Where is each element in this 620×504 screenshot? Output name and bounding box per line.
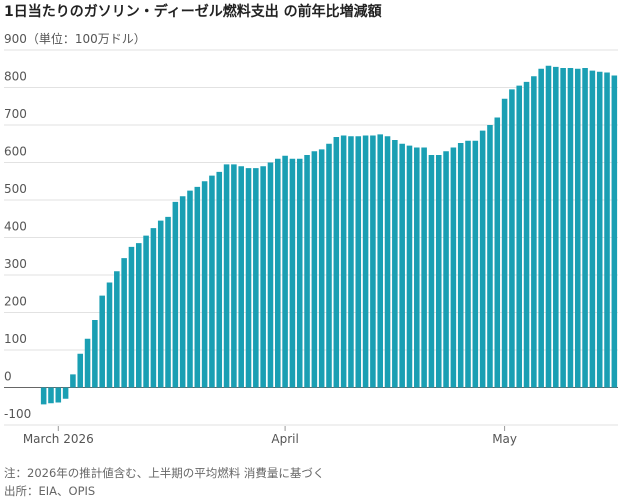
bar (377, 134, 383, 388)
bar (611, 75, 618, 388)
source: 出所：EIA、OPIS (4, 484, 95, 498)
y-tick-label: 200 (4, 295, 27, 309)
bar (355, 136, 362, 388)
bar (421, 147, 427, 388)
bar (304, 155, 310, 388)
bar (362, 135, 369, 388)
bar (165, 216, 171, 388)
y-tick-label: 0 (4, 370, 12, 384)
bar (157, 220, 164, 388)
chart-title: 1日当たりのガソリン・ディーゼル燃料支出 の前年比増減額 (4, 3, 382, 20)
footnote: 注：2026年の推計値含む、上半期の平均燃料 消費量に基づく (4, 466, 324, 480)
bar (457, 143, 464, 388)
bar (596, 71, 603, 388)
bar (318, 149, 325, 388)
bar (99, 295, 105, 388)
bar (494, 117, 501, 388)
bar (589, 70, 596, 388)
bar (340, 135, 347, 388)
bar (501, 98, 508, 388)
bar (538, 68, 544, 388)
bar (260, 166, 266, 388)
bar (84, 338, 91, 388)
bar (150, 228, 157, 388)
bar (414, 147, 420, 388)
bar (231, 164, 237, 388)
y-tick-label: 600 (4, 145, 27, 159)
bar (282, 155, 288, 388)
bar (560, 68, 566, 388)
bar (121, 258, 127, 388)
bar (523, 81, 530, 388)
bar (209, 175, 215, 388)
bar (450, 147, 457, 388)
y-tick-label: 900（単位：100万ドル） (4, 31, 146, 46)
bar (384, 136, 391, 388)
bar (267, 162, 274, 388)
bar (216, 171, 223, 388)
bar (187, 190, 193, 388)
bar (275, 158, 281, 388)
bar (55, 387, 62, 403)
bar (399, 143, 405, 388)
bar (406, 145, 413, 388)
bar (333, 137, 340, 388)
bar (201, 181, 208, 388)
bar (245, 168, 252, 388)
y-tick-label: 100 (4, 332, 27, 346)
bar (289, 158, 296, 388)
y-tick-label: 700 (4, 107, 27, 121)
bar (487, 125, 493, 388)
y-tick-label: 500 (4, 182, 27, 196)
bar (472, 140, 479, 388)
bar (194, 186, 201, 388)
bar (48, 387, 54, 404)
y-tick-label: 300 (4, 257, 27, 271)
bar (509, 89, 515, 388)
bar (326, 143, 332, 388)
bar (574, 68, 581, 388)
x-tick-label: March 2026 (23, 432, 94, 446)
bar (106, 282, 113, 388)
bar (253, 168, 259, 388)
x-tick-label: April (271, 432, 298, 446)
bar (567, 68, 574, 388)
bar (92, 320, 98, 388)
bar (128, 246, 135, 388)
bar (62, 387, 69, 399)
bar (40, 387, 47, 405)
bar (545, 65, 552, 388)
bar (223, 164, 230, 388)
bar (70, 374, 76, 388)
bar (392, 140, 398, 388)
bar (553, 66, 559, 388)
bar (435, 155, 442, 388)
bar (311, 151, 318, 388)
y-tick-label: 800 (4, 70, 27, 84)
bar (582, 68, 588, 388)
bar (135, 243, 142, 388)
bar (348, 136, 354, 388)
bar (179, 196, 186, 388)
bar (143, 235, 149, 388)
bar (479, 130, 486, 388)
bar (296, 158, 303, 388)
y-tick-label: 400 (4, 220, 27, 234)
bar (238, 166, 244, 388)
bar (370, 135, 376, 388)
bar (114, 271, 120, 388)
bar (604, 72, 610, 388)
x-tick-label: May (492, 432, 517, 446)
bar (531, 76, 537, 388)
bar (77, 353, 84, 388)
bar (443, 151, 449, 388)
bar (172, 201, 179, 388)
bar (516, 85, 523, 388)
y-tick-label: -100 (4, 407, 31, 421)
bar (465, 140, 471, 388)
bar (428, 155, 435, 388)
